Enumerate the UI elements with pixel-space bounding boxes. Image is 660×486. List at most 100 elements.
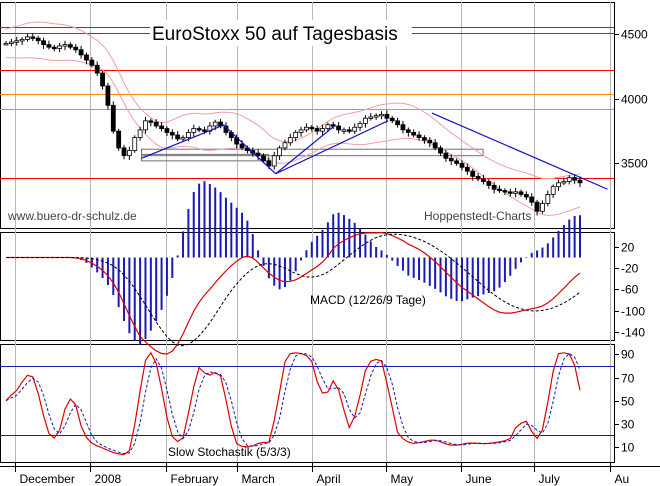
candle-body (379, 113, 384, 117)
candle-body (513, 191, 519, 194)
candle-body (94, 64, 100, 74)
watermark-left: www.buero-dr-schulz.de (7, 209, 137, 223)
candle-body (41, 40, 46, 46)
candle-body (529, 196, 535, 203)
candle-body (518, 191, 524, 195)
candle-body (121, 147, 127, 157)
price-panel (0, 21, 614, 216)
candle-body (191, 128, 197, 133)
axes: December 2008 February March April May June Jul… (0, 28, 660, 486)
candle-body (132, 137, 138, 151)
candle-body (416, 134, 422, 138)
candle-body (454, 160, 460, 164)
macd-y-tick-label: 20 (621, 241, 635, 255)
candle-body (255, 152, 261, 157)
x-tick-label: April (317, 472, 341, 486)
candle-body (293, 132, 299, 138)
stochastic-legend: Slow Stochastik (5/3/3) (168, 445, 291, 459)
candle-body (481, 178, 486, 182)
candle-body (502, 190, 508, 193)
candle-body (336, 125, 341, 131)
candle-body (422, 137, 427, 141)
candle-body (561, 181, 567, 184)
x-tick-label: December (20, 472, 75, 486)
candle-body (164, 128, 170, 133)
stoch-k-line (5, 351, 581, 456)
price-y-tick-label: 3500 (621, 157, 648, 171)
stoch-d-line (5, 352, 581, 455)
candle-body (277, 147, 282, 157)
candle-body (298, 129, 304, 133)
candle-body (153, 121, 159, 127)
macd-frame (0, 232, 615, 341)
candle-body (400, 124, 406, 131)
stochastic-panel (0, 351, 614, 456)
trendline (141, 124, 225, 159)
candle-body (427, 139, 433, 144)
candle-body (352, 126, 358, 132)
support-box (141, 148, 484, 157)
candle-body (448, 157, 454, 162)
candle-body (67, 44, 73, 48)
x-tick-label: July (539, 472, 560, 486)
price-frame (0, 2, 615, 229)
candle-body (19, 39, 25, 42)
candle-body (126, 150, 132, 157)
candle-body (540, 203, 545, 212)
chart-panels (0, 2, 615, 463)
title-background (150, 20, 412, 46)
candle-body (432, 142, 438, 149)
candle-body (411, 132, 417, 136)
candle-body (239, 143, 245, 149)
candle-body (116, 130, 122, 149)
candle-body (14, 40, 20, 43)
candle-body (110, 104, 116, 132)
candle-body (459, 163, 465, 168)
candle-body (8, 41, 14, 44)
candle-body (148, 120, 154, 123)
x-tick-label: May (391, 472, 414, 486)
trendline (275, 125, 335, 175)
candle-body (368, 116, 374, 119)
candle-body (577, 179, 583, 184)
stoch-y-tick-label: 70 (621, 372, 635, 386)
candle-body (46, 44, 52, 48)
x-tick-label: Au (615, 472, 630, 486)
macd-y-tick-label: -60 (621, 283, 639, 297)
price-y-tick-label: 4500 (621, 28, 648, 42)
candle-body (304, 126, 309, 131)
candle-body (497, 188, 502, 192)
gridlines (15, 2, 611, 462)
macd-y-tick-label: -100 (621, 305, 645, 319)
candle-body (572, 177, 578, 181)
stochastic-frame (0, 344, 615, 463)
candle-body (196, 128, 202, 131)
candle-body (550, 186, 556, 195)
bollinger-upper (5, 21, 581, 180)
macd-y-tick-label: -20 (621, 262, 639, 276)
candle-body (202, 129, 207, 132)
stoch-y-tick-label: 30 (621, 418, 635, 432)
macd-panel (6, 181, 581, 355)
stoch-y-tick-label: 10 (621, 441, 635, 455)
candle-body (309, 126, 315, 130)
macd-signal-line (6, 233, 581, 347)
candle-body (185, 132, 191, 138)
candle-body (100, 72, 105, 87)
candle-body (62, 44, 68, 47)
candle-body (25, 36, 30, 40)
bollinger-lower (5, 57, 581, 216)
trendline (431, 112, 608, 190)
x-tick-label: June (466, 472, 492, 486)
stoch-y-tick-label: 90 (621, 348, 635, 362)
candle-body (534, 201, 540, 212)
candle-body (346, 129, 352, 132)
candle-body (384, 113, 390, 119)
price-y-tick-label: 4000 (621, 93, 648, 107)
candle-body (438, 147, 443, 154)
candle-body (363, 117, 368, 124)
candle-body (73, 46, 79, 51)
candle-body (491, 184, 497, 190)
candle-body (30, 36, 36, 39)
candle-body (475, 175, 481, 180)
